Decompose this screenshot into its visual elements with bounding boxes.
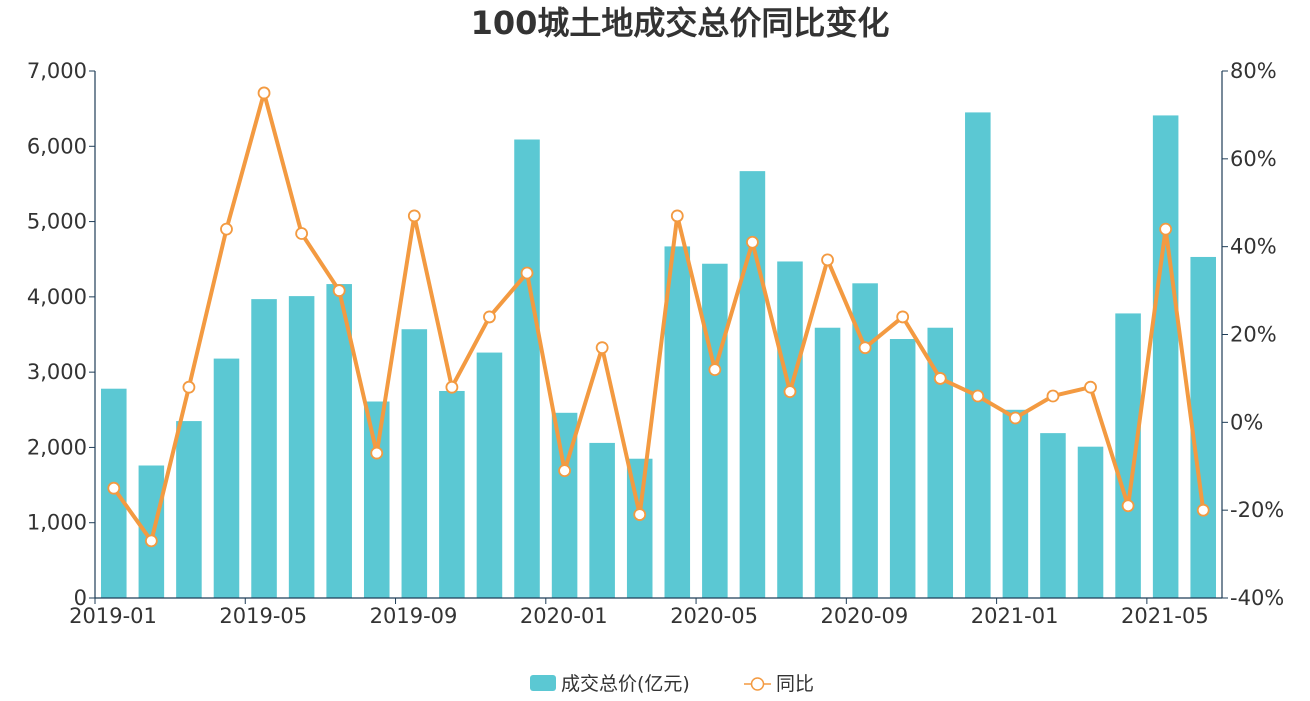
line-point [1121,499,1135,513]
axes: 0 1,000 2,000 3,000 4,000 5,000 6,000 7,000 -40%… [27,59,1284,628]
y-right-tick-label: -40% [1230,586,1284,610]
legend-line-marker-icon [750,677,765,691]
line-point [746,235,759,249]
line-point [407,209,421,223]
x-tick-label: 2019-05 [219,604,307,628]
line-point [295,227,309,240]
line-point [971,389,985,403]
bar [401,329,428,598]
y-left-tick-label: 6,000 [27,134,87,158]
y-left-tick-label: 1,000 [27,511,87,535]
line-path [112,90,1206,543]
x-tick-label: 2020-09 [820,604,908,628]
y-right-tick-label: 0% [1230,410,1263,434]
line-point [370,446,384,460]
y-right-tick-label: 60% [1230,147,1277,171]
bar [777,261,803,598]
line-point [595,341,609,355]
line-point [182,380,196,394]
bar [739,171,766,598]
y-right-tick-label: 20% [1230,323,1277,347]
line-point [445,380,459,394]
line-point [1008,411,1022,425]
line-point [933,372,947,385]
bar [814,327,841,598]
y-left-tick-label: 7,000 [27,59,87,83]
line-point [1159,222,1173,236]
x-tick-label: 2019-09 [370,604,458,628]
line-point [1084,380,1097,394]
line-point [783,385,797,398]
bar [1152,115,1179,598]
legend-line-label: 同比 [776,673,814,695]
line-point [896,310,910,324]
bar [852,283,878,598]
y-left-tick-label: 2,000 [27,435,87,459]
x-tick-label: 2020-01 [520,604,608,628]
bar [927,327,954,598]
bar [1077,446,1104,598]
y-right-tick-label: 80% [1230,59,1277,83]
line-point [708,363,722,377]
bar [1115,313,1141,598]
chart-title: 100城土地成交总价同比变化 [471,4,890,42]
bar [589,442,615,598]
line-point [633,508,647,521]
bar [251,299,277,598]
line-point [1196,503,1210,517]
y-left-tick-label: 4,000 [27,285,87,309]
line-point [483,310,496,324]
bar [702,263,728,598]
y-left-tick-label: 3,000 [27,360,87,384]
x-tick-label: 2020-05 [670,604,758,628]
line-point [144,534,158,548]
line-point [858,341,872,355]
line-point [257,86,271,100]
y-left-tick-label: 0 [74,586,87,610]
line-point [821,253,834,267]
bar [288,296,315,598]
line-point [520,266,534,280]
bar [889,339,916,598]
x-tick-label: 2019-01 [69,604,157,628]
x-tick-label: 2021-05 [1121,604,1209,628]
legend-bar-swatch [530,675,556,691]
y-right-tick-label: 40% [1230,235,1277,259]
legend-bar-label: 成交总价(亿元) [561,673,690,695]
line-point [558,464,571,478]
line-point [332,284,346,297]
bar [1002,409,1029,598]
bar [514,139,540,598]
legend: 成交总价(亿元) 同比 [530,673,814,695]
bar [664,246,691,598]
bar [326,284,352,598]
line-point [1046,389,1060,403]
bar [965,112,991,599]
bar [476,352,503,598]
x-tick-label: 2021-01 [971,604,1059,628]
line-series [107,86,1210,548]
bar [363,401,390,598]
line-point [107,481,121,495]
y-left-tick-label: 5,000 [27,210,87,234]
bar [439,390,465,598]
y-right-tick-label: -20% [1230,498,1284,522]
line-point [220,222,233,236]
line-point [670,209,684,223]
bar [176,421,202,598]
bar [1190,256,1216,598]
bar [1040,433,1066,598]
bar [213,358,240,598]
